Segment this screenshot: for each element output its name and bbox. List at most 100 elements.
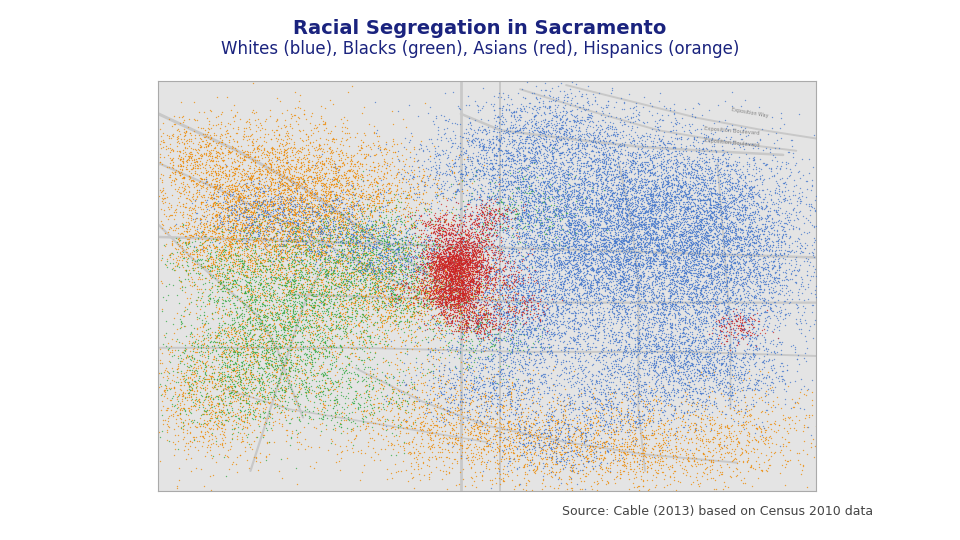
- Point: [475, 224, 491, 233]
- Point: [223, 200, 238, 209]
- Point: [667, 406, 683, 414]
- Point: [488, 198, 503, 206]
- Point: [314, 233, 329, 242]
- Point: [445, 296, 461, 305]
- Point: [435, 255, 450, 264]
- Point: [597, 217, 612, 226]
- Point: [380, 248, 396, 257]
- Point: [750, 281, 765, 290]
- Point: [228, 200, 244, 209]
- Point: [472, 265, 488, 273]
- Point: [612, 308, 628, 317]
- Point: [298, 293, 313, 302]
- Point: [342, 166, 357, 175]
- Point: [508, 291, 523, 299]
- Point: [580, 254, 595, 263]
- Point: [540, 274, 555, 283]
- Point: [612, 271, 628, 279]
- Point: [752, 463, 767, 471]
- Point: [399, 345, 415, 353]
- Point: [401, 394, 417, 403]
- Point: [743, 234, 758, 243]
- Point: [675, 375, 690, 383]
- Point: [723, 305, 738, 313]
- Point: [487, 191, 502, 200]
- Point: [594, 245, 610, 254]
- Point: [269, 364, 284, 373]
- Point: [720, 318, 735, 326]
- Point: [393, 275, 408, 284]
- Point: [606, 276, 621, 285]
- Point: [253, 198, 269, 207]
- Point: [440, 285, 455, 294]
- Point: [549, 323, 564, 332]
- Point: [667, 341, 683, 350]
- Point: [459, 179, 474, 188]
- Point: [462, 231, 477, 240]
- Point: [177, 132, 192, 140]
- Point: [241, 151, 256, 159]
- Point: [677, 206, 692, 215]
- Point: [571, 243, 587, 252]
- Point: [582, 417, 597, 426]
- Point: [621, 217, 636, 226]
- Point: [315, 342, 330, 351]
- Point: [420, 231, 436, 240]
- Point: [501, 308, 516, 317]
- Point: [442, 259, 457, 267]
- Point: [227, 174, 242, 183]
- Point: [276, 189, 291, 198]
- Point: [618, 231, 634, 240]
- Point: [155, 187, 170, 195]
- Point: [290, 119, 305, 128]
- Point: [239, 335, 254, 344]
- Point: [212, 212, 228, 221]
- Point: [692, 352, 708, 360]
- Point: [778, 305, 793, 313]
- Point: [355, 328, 371, 336]
- Point: [241, 212, 256, 221]
- Point: [221, 153, 236, 162]
- Point: [716, 383, 732, 391]
- Point: [612, 220, 627, 229]
- Point: [466, 300, 481, 309]
- Point: [742, 220, 757, 228]
- Point: [589, 265, 605, 274]
- Point: [276, 361, 292, 369]
- Point: [505, 247, 520, 255]
- Point: [436, 285, 451, 293]
- Point: [262, 353, 277, 361]
- Point: [324, 272, 339, 281]
- Point: [277, 116, 293, 125]
- Point: [249, 259, 264, 268]
- Point: [632, 167, 647, 176]
- Point: [281, 211, 297, 220]
- Point: [208, 157, 224, 166]
- Point: [471, 238, 487, 246]
- Point: [619, 187, 635, 196]
- Point: [310, 301, 325, 309]
- Point: [645, 210, 660, 219]
- Point: [214, 221, 229, 230]
- Point: [479, 439, 494, 448]
- Point: [339, 254, 354, 263]
- Point: [448, 287, 464, 295]
- Point: [452, 173, 468, 181]
- Point: [348, 270, 364, 279]
- Point: [153, 379, 168, 388]
- Point: [250, 286, 265, 294]
- Point: [620, 366, 636, 374]
- Point: [283, 242, 299, 251]
- Point: [274, 200, 289, 208]
- Point: [263, 134, 278, 143]
- Point: [751, 423, 766, 431]
- Point: [369, 258, 384, 266]
- Point: [704, 474, 719, 482]
- Point: [564, 249, 579, 258]
- Point: [760, 266, 776, 274]
- Point: [455, 308, 470, 316]
- Point: [244, 388, 259, 396]
- Point: [303, 172, 319, 181]
- Point: [511, 275, 526, 284]
- Point: [258, 345, 274, 353]
